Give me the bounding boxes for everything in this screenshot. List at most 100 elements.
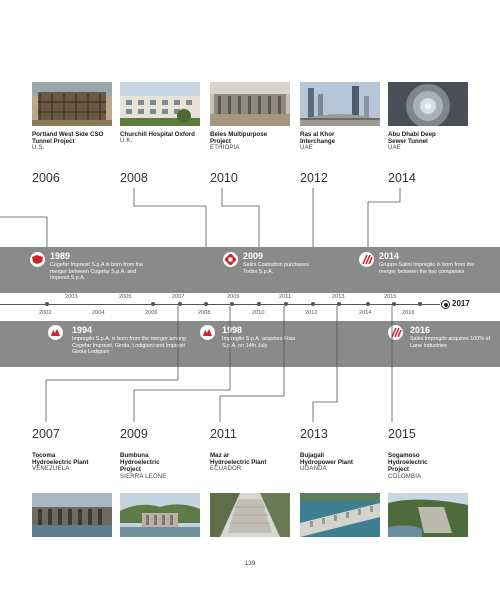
bottom-connectors bbox=[45, 306, 393, 422]
year-2010: 2010 bbox=[210, 171, 238, 185]
photo-portland-tunnel bbox=[32, 82, 112, 126]
year-2007: 2007 bbox=[32, 427, 60, 441]
axis-tick-label: 2008 bbox=[198, 310, 211, 316]
axis-dot bbox=[284, 302, 288, 306]
photo-ras-al-khor bbox=[300, 82, 380, 126]
salini-impregilo-logo-icon bbox=[359, 252, 374, 267]
axis-dot bbox=[230, 302, 234, 306]
axis-line bbox=[0, 304, 440, 305]
event-year: 1994 bbox=[72, 325, 93, 335]
project-country: UAE bbox=[300, 145, 313, 152]
axis-end-label: 2017 bbox=[452, 299, 470, 308]
page-number: 139 bbox=[244, 560, 256, 567]
event-year: 2009 bbox=[243, 251, 264, 261]
project-title: Beles Multipurpose Project bbox=[210, 131, 268, 146]
project-title: Churchill Hospital Oxford bbox=[120, 131, 195, 138]
axis-dot bbox=[178, 302, 182, 306]
project-country: U.K. bbox=[120, 138, 133, 145]
photo-mazar-plant bbox=[210, 493, 290, 537]
project-country: VENEZUELA bbox=[32, 466, 70, 473]
photo-sogamoso-project bbox=[388, 493, 468, 537]
year-2006: 2006 bbox=[32, 171, 60, 185]
photo-abu-dhabi-tunnel bbox=[388, 82, 468, 126]
project-sogamoso: Sogamoso Hydroelectric Project COLOMBIA bbox=[388, 452, 448, 481]
year-2009: 2009 bbox=[120, 427, 148, 441]
cogefar-logo-icon bbox=[30, 252, 45, 267]
axis-dot bbox=[257, 302, 261, 306]
year-2013: 2013 bbox=[300, 427, 328, 441]
axis-tick-label: 2013 bbox=[332, 294, 345, 300]
event-text: Impregilo S.p.A. is born from the merger… bbox=[72, 336, 186, 356]
axis-tick-label: 2003 bbox=[65, 294, 78, 300]
axis-dot bbox=[418, 302, 422, 306]
axis-tick-label: 2007 bbox=[172, 294, 185, 300]
project-title: Bujagali Hydropower Plant bbox=[300, 452, 353, 467]
axis-tick-label: 2004 bbox=[92, 310, 105, 316]
project-country: U.S. bbox=[32, 145, 45, 152]
project-title: Abu Dhabi Deep Sewer Tunnel bbox=[388, 131, 436, 146]
axis-end-marker-icon bbox=[441, 300, 450, 309]
project-title: Tocoma Hydroelectric Plant bbox=[32, 452, 89, 467]
axis-dot bbox=[204, 302, 208, 306]
year-2012: 2012 bbox=[300, 171, 328, 185]
project-title: Ras al Khor Interchange bbox=[300, 131, 336, 146]
axis-dot bbox=[45, 302, 49, 306]
project-tocoma: Tocoma Hydroelectric Plant VENEZUELA bbox=[32, 452, 92, 474]
axis-dot bbox=[337, 302, 341, 306]
event-text: Salini Impregilo acquires 100% of Lane I… bbox=[410, 336, 491, 349]
axis-tick-label: 2005 bbox=[119, 294, 132, 300]
photo-beles-project bbox=[210, 82, 290, 126]
impregilo-logo-icon bbox=[48, 325, 63, 340]
project-country: UAE bbox=[388, 145, 401, 152]
event-year: 1989 bbox=[50, 251, 71, 261]
axis-dot bbox=[392, 302, 396, 306]
project-churchill: Churchill Hospital Oxford U.K. bbox=[120, 131, 200, 145]
photo-bujagali-plant bbox=[300, 493, 380, 537]
project-country: SIERRA LEONE bbox=[120, 473, 167, 480]
project-title: Maz ar Hydroelectric Plant bbox=[210, 452, 267, 467]
project-country: ECUADOR bbox=[210, 466, 242, 473]
project-ras-al-khor: Ras al Khor Interchange UAE bbox=[300, 131, 360, 153]
project-mazar: Maz ar Hydroelectric Plant ECUADOR bbox=[210, 452, 270, 474]
axis-tick-label: 2012 bbox=[305, 310, 318, 316]
event-year: 2014 bbox=[379, 251, 400, 261]
project-abu-dhabi: Abu Dhabi Deep Sewer Tunnel UAE bbox=[388, 131, 448, 153]
event-year: 1998 bbox=[222, 325, 243, 335]
salini-logo-icon bbox=[223, 252, 238, 267]
project-portland: Portland West Side CSO Tunnel Project U.… bbox=[32, 131, 112, 153]
axis-tick-label: 2016 bbox=[402, 310, 415, 316]
bottom-event-band bbox=[0, 321, 500, 367]
event-year: 2016 bbox=[410, 325, 431, 335]
project-bujagali: Bujagali Hydropower Plant UGANDA bbox=[300, 452, 360, 474]
year-2008: 2008 bbox=[120, 171, 148, 185]
axis-tick-label: 2002 bbox=[39, 310, 52, 316]
project-bumbuna: Bumbuna Hydroelectric Project SIERRA LEO… bbox=[120, 452, 180, 481]
event-text: Impregilo S.p.A. acquires Fisia S.p.A. o… bbox=[222, 336, 296, 349]
project-country: COLOMBIA bbox=[388, 473, 422, 480]
project-beles: Beles Multipurpose Project ETHIOPIA bbox=[210, 131, 270, 153]
axis-tick-label: 2010 bbox=[252, 310, 265, 316]
project-title: Portland West Side CSO Tunnel Project bbox=[32, 131, 104, 146]
event-text: Gruppo Salini Impregilo is born from the… bbox=[379, 262, 475, 275]
project-country: ETHIOPIA bbox=[210, 145, 240, 152]
axis-dot bbox=[311, 302, 315, 306]
year-2014: 2014 bbox=[388, 171, 416, 185]
photo-bumbuna-project bbox=[120, 493, 200, 537]
photo-churchill-hospital bbox=[120, 82, 200, 126]
top-event-band bbox=[0, 247, 500, 293]
axis-tick-label: 2014 bbox=[359, 310, 372, 316]
axis-dot bbox=[366, 302, 370, 306]
axis-tick-label: 2011 bbox=[279, 294, 292, 300]
year-2011: 2011 bbox=[210, 427, 237, 441]
axis-tick-label: 2006 bbox=[145, 310, 158, 316]
event-text: Salini Costruttori purchases Todini S.p.… bbox=[243, 262, 309, 275]
project-country: UGANDA bbox=[300, 466, 327, 473]
project-title: Bumbuna Hydroelectric Project bbox=[120, 452, 160, 474]
project-title: Sogamoso Hydroelectric Project bbox=[388, 452, 428, 474]
impregilo-fisia-logo-icon bbox=[200, 325, 215, 340]
event-text: Cogefar Impresit S.p.A is born from the … bbox=[50, 262, 144, 282]
axis-tick-label: 2015 bbox=[384, 294, 397, 300]
axis-dot bbox=[151, 302, 155, 306]
timeline-axis bbox=[0, 293, 500, 321]
photo-tocoma-plant bbox=[32, 493, 112, 537]
